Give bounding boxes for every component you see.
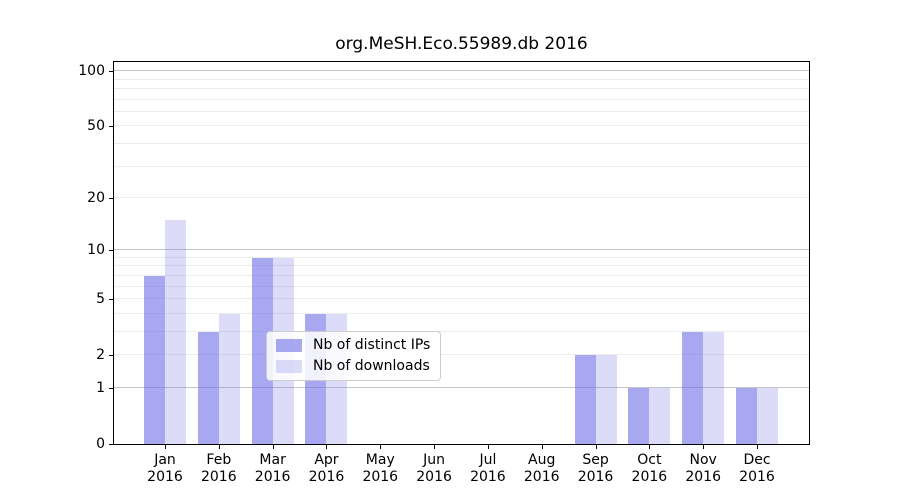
x-tick-mark-jul (487, 445, 489, 449)
x-tick-label-jun: Jun 2016 (416, 452, 452, 485)
minor-gridline-60 (114, 110, 809, 112)
minor-gridline-9 (114, 256, 809, 258)
legend-swatch-distinct-ips (276, 339, 302, 352)
minor-gridline-90 (114, 78, 809, 80)
bar-downloads-oct (649, 388, 671, 444)
y-tick-label-10: 10 (87, 242, 105, 259)
x-tick-year: 2016 (308, 469, 345, 485)
bar-distinct-ips-nov (682, 331, 704, 444)
bar-distinct-ips-sep (574, 355, 596, 444)
minor-gridline-80 (114, 87, 809, 89)
x-tick-mark-sep (595, 445, 597, 449)
legend: Nb of distinct IPs Nb of downloads (266, 331, 442, 381)
x-tick-mark-mar (272, 445, 274, 449)
minor-gridline-7 (114, 274, 809, 276)
x-tick-year: 2016 (147, 469, 183, 485)
x-tick-label-nov: Nov 2016 (685, 452, 721, 485)
x-tick-label-may: May 2016 (362, 452, 399, 485)
bar-downloads-feb (218, 313, 240, 444)
y-tick-mark-2 (109, 355, 113, 357)
x-tick-year: 2016 (362, 469, 399, 485)
minor-gridline-4 (114, 312, 809, 314)
x-tick-year: 2016 (254, 469, 291, 485)
major-gridline-10 (114, 249, 809, 251)
x-tick-label-aug: Aug 2016 (523, 452, 560, 485)
bar-downloads-jan (165, 219, 186, 444)
x-tick-mark-apr (326, 445, 328, 449)
y-tick-label-5: 5 (96, 291, 105, 308)
chart-title: org.MeSH.Eco.55989.db 2016 (335, 34, 588, 54)
y-tick-mark-50 (109, 126, 113, 128)
y-tick-mark-20 (109, 197, 113, 199)
major-gridline-1 (114, 387, 809, 388)
x-tick-label-jan: Jan 2016 (147, 452, 183, 485)
x-tick-year: 2016 (685, 469, 721, 485)
x-tick-label-oct: Oct 2016 (631, 452, 668, 485)
x-tick-year: 2016 (631, 469, 668, 485)
bar-distinct-ips-jan (144, 275, 165, 444)
y-tick-mark-1 (109, 387, 113, 389)
plot-area (113, 61, 810, 445)
legend-swatch-downloads (276, 360, 302, 373)
y-tick-mark-5 (109, 299, 113, 301)
x-tick-label-dec: Dec 2016 (739, 452, 775, 485)
x-tick-mark-aug (541, 445, 543, 449)
y-tick-mark-10 (109, 250, 113, 252)
x-tick-year: 2016 (739, 469, 775, 485)
bar-downloads-sep (595, 355, 617, 444)
x-tick-mark-jan (165, 445, 166, 449)
legend-item-distinct-ips: Nb of distinct IPs (276, 338, 430, 353)
legend-item-downloads: Nb of downloads (276, 359, 430, 374)
x-tick-mark-feb (218, 445, 220, 449)
x-tick-mark-oct (649, 445, 651, 449)
x-tick-mark-jun (434, 445, 436, 449)
y-tick-label-0: 0 (96, 436, 105, 452)
minor-gridline-8 (114, 265, 809, 267)
minor-gridline-50 (114, 125, 809, 127)
x-tick-label-mar: Mar 2016 (254, 452, 291, 485)
y-tick-mark-100 (109, 71, 113, 73)
legend-label-downloads: Nb of downloads (313, 358, 430, 374)
minor-gridline-6 (114, 285, 809, 287)
minor-gridline-3 (114, 330, 809, 332)
y-tick-label-20: 20 (87, 189, 105, 206)
x-tick-label-sep: Sep 2016 (577, 452, 614, 485)
minor-gridline-2 (114, 354, 809, 356)
y-tick-mark-0 (109, 444, 113, 445)
minor-gridline-20 (114, 197, 809, 198)
minor-gridline-30 (114, 165, 809, 167)
y-tick-label-50: 50 (87, 118, 105, 135)
bar-distinct-ips-mar (251, 257, 273, 444)
bar-distinct-ips-feb (197, 331, 219, 444)
x-tick-year: 2016 (416, 469, 452, 485)
y-tick-label-1: 1 (96, 379, 105, 396)
legend-label-distinct-ips: Nb of distinct IPs (313, 337, 431, 353)
bar-distinct-ips-oct (628, 388, 650, 444)
x-tick-label-jul: Jul 2016 (470, 452, 506, 485)
x-tick-year: 2016 (200, 469, 237, 485)
major-gridline-100 (114, 70, 809, 72)
bar-downloads-nov (703, 331, 725, 444)
bar-distinct-ips-dec (736, 388, 757, 444)
x-tick-mark-dec (757, 445, 758, 449)
x-tick-label-feb: Feb 2016 (200, 452, 237, 485)
y-tick-label-100: 100 (78, 63, 105, 80)
x-tick-mark-may (380, 445, 382, 449)
x-tick-year: 2016 (470, 469, 506, 485)
minor-gridline-70 (114, 98, 809, 100)
x-tick-year: 2016 (523, 469, 560, 485)
minor-gridline-40 (114, 142, 809, 144)
x-tick-mark-nov (703, 445, 705, 449)
y-tick-label-2: 2 (96, 347, 105, 364)
bar-downloads-dec (757, 388, 778, 444)
x-tick-year: 2016 (577, 469, 614, 485)
x-tick-label-apr: Apr 2016 (308, 452, 345, 485)
minor-gridline-5 (114, 298, 809, 300)
